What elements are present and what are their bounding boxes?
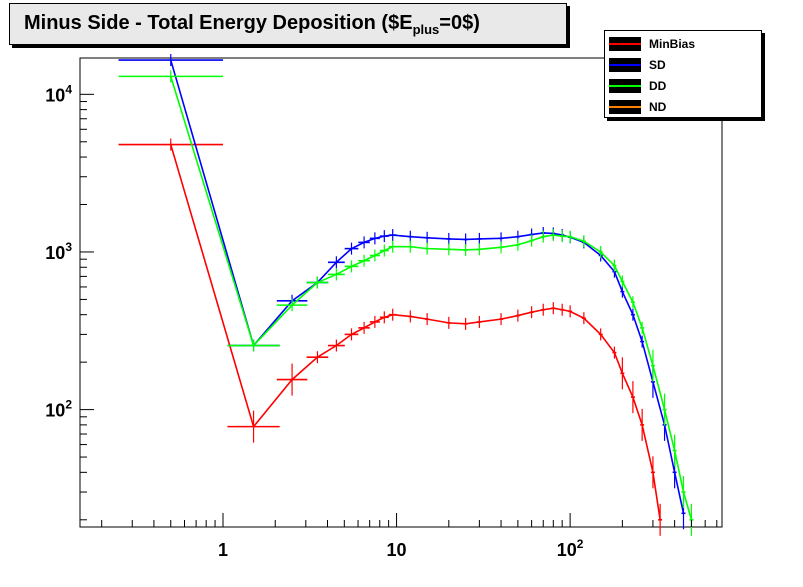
series-line-sd xyxy=(169,59,685,514)
x-tick-label: 10 xyxy=(387,540,407,560)
chart-title-main: Minus Side - Total Energy Deposition ($E xyxy=(24,12,413,34)
plot-frame xyxy=(79,57,723,528)
legend-line-minbias xyxy=(609,42,641,45)
legend-swatch-minbias xyxy=(609,36,641,51)
legend-label-nd: ND xyxy=(649,99,667,114)
plot-area xyxy=(79,57,723,528)
legend-entry: SD xyxy=(605,54,761,75)
series-layer xyxy=(118,54,694,536)
y-tick-label: 102 xyxy=(45,398,72,421)
legend-label-dd: DD xyxy=(649,78,667,93)
series-minbias xyxy=(118,138,663,536)
legend-line-nd xyxy=(609,105,641,108)
legend-entry: DD xyxy=(605,75,761,96)
chart-title: Minus Side - Total Energy Deposition ($E… xyxy=(9,3,567,45)
legend-swatch-sd xyxy=(609,57,641,72)
legend-entry: ND xyxy=(605,96,761,117)
legend-entry: MinBias xyxy=(605,33,761,54)
axis-layer: 1 10 102 102 103 104 xyxy=(45,82,718,560)
chart-title-subscript: plus xyxy=(412,22,440,37)
x-tick-label: 1 xyxy=(218,540,228,560)
legend: MinBias SD DD ND xyxy=(604,30,762,118)
legend-line-sd xyxy=(609,63,641,66)
x-tick-label: 102 xyxy=(557,537,584,560)
chart-title-tail: =0$) xyxy=(439,12,480,34)
legend-label-minbias: MinBias xyxy=(649,36,696,51)
series-line-minbias xyxy=(169,144,661,520)
legend-label-sd: SD xyxy=(649,57,666,72)
legend-line-dd xyxy=(609,84,641,87)
legend-swatch-dd xyxy=(609,78,641,93)
y-tick-label: 104 xyxy=(45,82,72,105)
legend-swatch-nd xyxy=(609,99,641,114)
series-dd xyxy=(118,70,694,536)
y-tick-label: 103 xyxy=(45,240,72,263)
